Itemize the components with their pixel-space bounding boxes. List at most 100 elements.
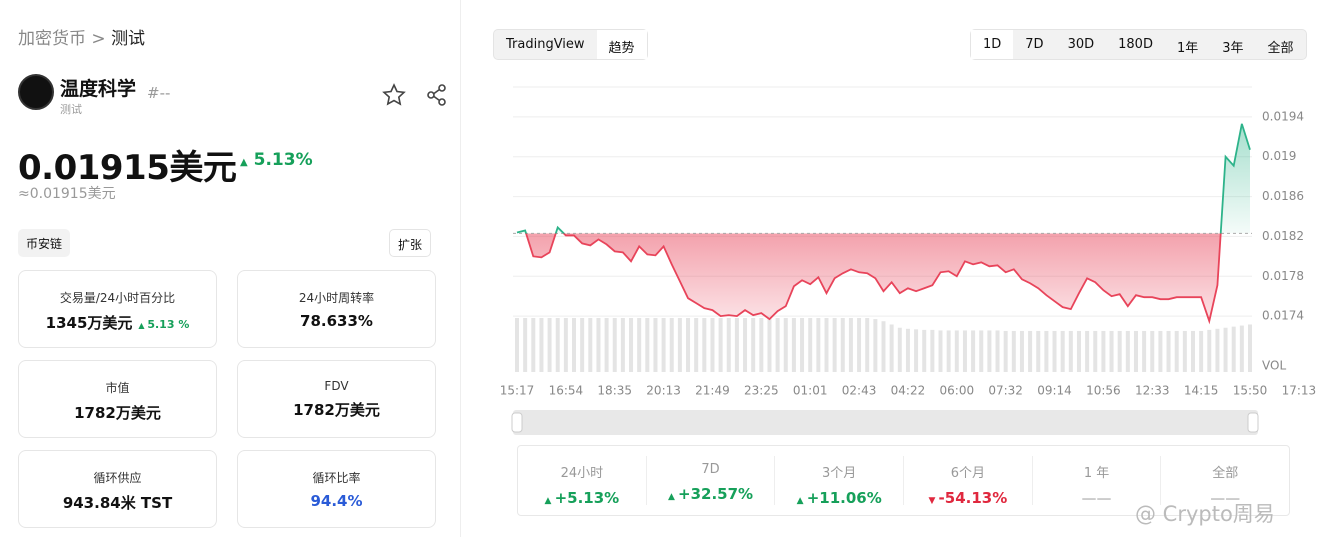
volume-bar: [1085, 330, 1090, 372]
x-tick-label: 17:13: [1282, 384, 1317, 398]
stat-card: 24小时周转率 78.633%: [237, 270, 436, 348]
performance-period: 24小时: [560, 466, 604, 481]
x-tick-label: 09:14: [1037, 384, 1072, 398]
volume-bar: [751, 318, 756, 372]
volume-bar: [889, 324, 894, 372]
range-button[interactable]: 1D: [971, 30, 1014, 59]
volume-bar: [962, 330, 967, 372]
volume-bar: [523, 318, 528, 372]
star-button[interactable]: [382, 83, 406, 107]
volume-bar: [726, 318, 731, 372]
x-tick-label: 01:01: [793, 384, 828, 398]
volume-bar: [946, 330, 951, 372]
volume-bar: [718, 318, 723, 372]
performance-cell: 7D ▲ +32.57%: [647, 456, 776, 505]
volume-bar: [1076, 330, 1081, 372]
slider-handle[interactable]: [511, 412, 523, 433]
performance-period: 全部: [1212, 466, 1239, 481]
stat-value-text: 1782万美元: [293, 401, 380, 419]
volume-bar: [555, 318, 560, 372]
volume-bar: [743, 318, 748, 372]
volume-bar: [1199, 330, 1204, 372]
volume-bar: [734, 318, 739, 372]
volume-bar: [1182, 330, 1187, 372]
volume-bar: [686, 318, 691, 372]
x-tick-label: 04:22: [891, 384, 926, 398]
share-button[interactable]: [426, 84, 448, 106]
volume-bar: [620, 318, 625, 372]
x-tick-label: 21:49: [695, 384, 730, 398]
volume-bar: [1125, 330, 1130, 372]
range-button[interactable]: 全部: [1267, 41, 1294, 56]
volume-bar: [1215, 328, 1220, 372]
performance-cell: 1 年 ——: [1033, 456, 1162, 507]
stat-label: 交易量/24小时百分比: [59, 291, 176, 305]
volume-bar: [563, 318, 568, 372]
volume-bar: [954, 330, 959, 372]
range-button[interactable]: 180D: [1118, 37, 1153, 52]
y-tick-label: 0.0174: [1262, 309, 1304, 323]
performance-change: ▲ +32.57%: [667, 485, 754, 503]
coin-subtitle: 测试: [60, 103, 82, 116]
volume-bar: [767, 318, 772, 372]
range-button[interactable]: 7D: [1025, 37, 1044, 52]
volume-bar: [1019, 330, 1024, 372]
stat-value-text: 94.4%: [310, 492, 363, 510]
volume-bar: [1174, 330, 1179, 372]
volume-bar: [979, 330, 984, 372]
performance: 24小时 ▲ +5.13% 7D ▲ +32.57% 3个月 ▲ +11.06% 6个月 ▼ …: [517, 445, 1290, 516]
range-button[interactable]: 30D: [1067, 37, 1095, 52]
volume-bar: [930, 329, 935, 372]
chart-tab[interactable]: TradingView: [506, 37, 585, 52]
stat-label: 24小时周转率: [298, 291, 375, 305]
volume-bar: [848, 318, 853, 372]
volume-bar: [1133, 330, 1138, 372]
performance-cell: 24小时 ▲ +5.13%: [518, 456, 647, 507]
expand-button[interactable]: 扩张: [389, 229, 432, 257]
volume-bar: [1207, 329, 1212, 372]
breadcrumb: 加密货币 > 测试: [18, 29, 146, 49]
range-button[interactable]: 1年: [1176, 41, 1199, 56]
range-button[interactable]: 3年: [1222, 41, 1244, 56]
x-tick-label: 15:17: [500, 384, 535, 398]
volume-bar: [832, 318, 837, 372]
x-tick-label: 02:43: [842, 384, 877, 398]
volume-bar: [816, 318, 821, 372]
performance-change-value: ——: [1210, 489, 1241, 507]
volume-bar: [840, 318, 845, 372]
volume-bar: [612, 318, 617, 372]
price: 0.01915美元: [18, 148, 237, 188]
chart-tab[interactable]: 趋势: [596, 30, 647, 59]
stat-card: 市值 1782万美元: [18, 360, 217, 438]
y-tick-label: 0.019: [1262, 149, 1296, 163]
breadcrumb-parent[interactable]: 加密货币: [18, 29, 86, 49]
volume-bar: [1036, 330, 1041, 372]
volume-bar: [1028, 330, 1033, 372]
stat-label: 市值: [105, 381, 130, 395]
price-approx: ≈0.01915美元: [18, 186, 116, 202]
volume-bar: [857, 318, 862, 372]
volume-label: VOL: [1262, 359, 1286, 373]
stat-label: 循环供应: [93, 471, 142, 485]
volume-bar: [1142, 330, 1147, 372]
performance-period: 1 年: [1083, 466, 1110, 481]
stat-value: 1782万美元: [238, 399, 435, 420]
volume-bar: [1052, 330, 1057, 372]
chain-tag[interactable]: 币安链: [18, 229, 71, 257]
performance-change: ▲ +5.13%: [544, 489, 620, 507]
stat-label: FDV: [324, 379, 349, 393]
performance-change-value: -54.13%: [938, 489, 1008, 507]
watermark: @ Crypto周易: [1135, 502, 1275, 526]
performance-change-value: ——: [1081, 489, 1112, 507]
volume-bar: [1109, 330, 1114, 372]
stat-value: 943.84米 TST: [19, 492, 216, 513]
performance-change: ▲ +11.06%: [796, 489, 882, 507]
stat-card: FDV 1782万美元: [237, 360, 436, 438]
slider-handle[interactable]: [1247, 412, 1259, 433]
range-slider[interactable]: [513, 410, 1258, 435]
volume-bar: [905, 328, 910, 372]
volume-bar: [515, 318, 519, 372]
volume-bar: [759, 318, 764, 372]
performance-period: 6个月: [950, 466, 985, 481]
